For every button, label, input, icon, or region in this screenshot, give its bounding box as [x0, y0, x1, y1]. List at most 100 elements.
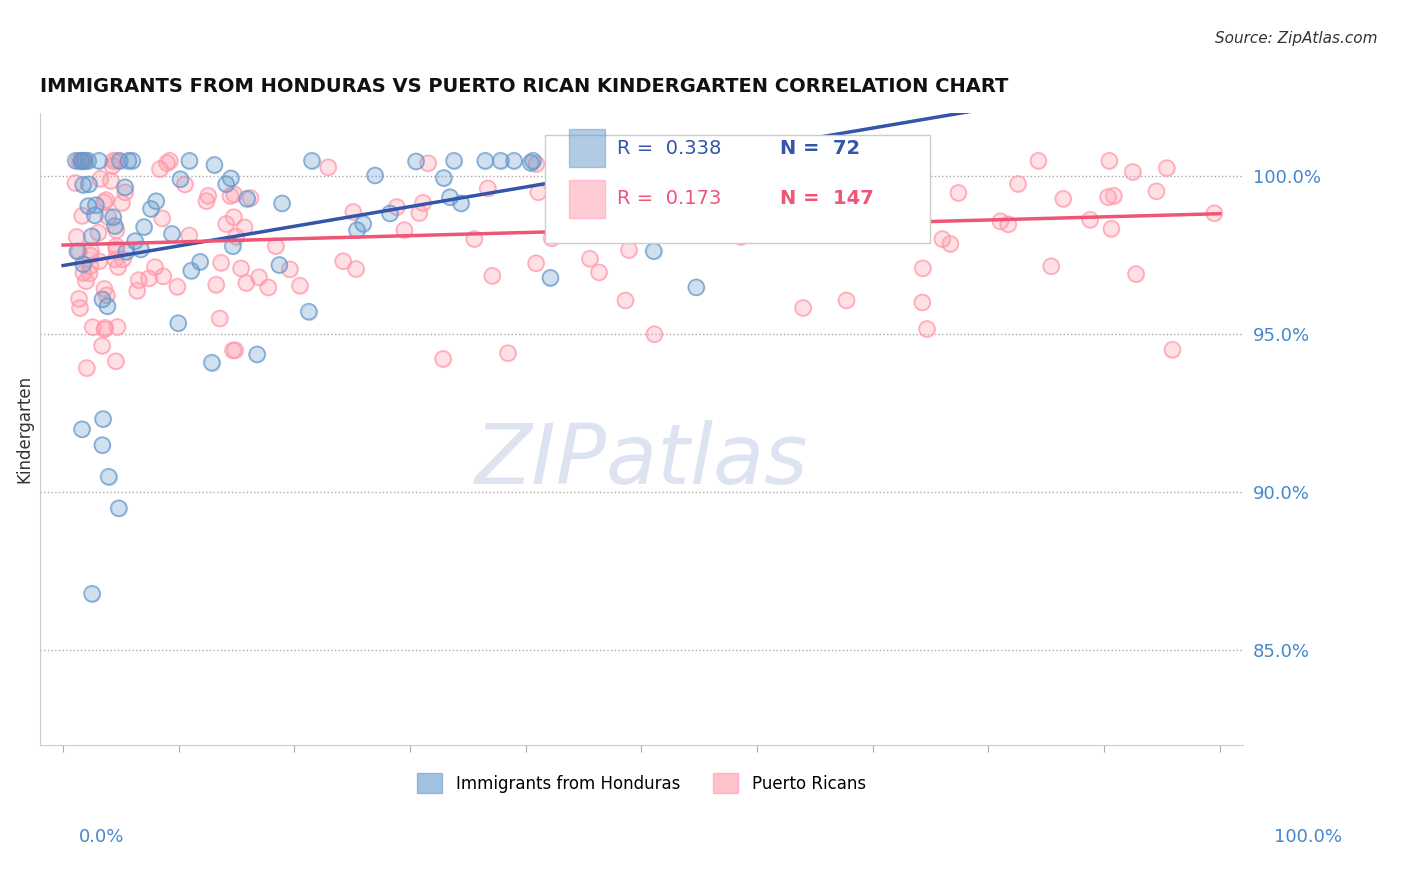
Point — [121, 153, 143, 168]
Point — [288, 278, 311, 293]
Point — [205, 277, 228, 292]
Point — [72, 266, 94, 280]
Point — [648, 175, 671, 189]
Point — [197, 188, 219, 202]
Text: IMMIGRANTS FROM HONDURAS VS PUERTO RICAN KINDERGARTEN CORRELATION CHART: IMMIGRANTS FROM HONDURAS VS PUERTO RICAN… — [39, 78, 1008, 96]
Point — [124, 234, 146, 248]
Point — [96, 299, 118, 313]
Point — [93, 322, 115, 336]
Point — [111, 195, 134, 210]
Point — [138, 271, 160, 285]
Point — [233, 220, 256, 235]
Point — [606, 227, 628, 241]
Point — [69, 301, 91, 315]
Point — [114, 180, 136, 194]
Point — [614, 293, 637, 308]
Point — [111, 195, 134, 210]
Point — [79, 248, 101, 262]
Point — [89, 171, 111, 186]
Point — [100, 174, 122, 188]
Point — [114, 186, 136, 200]
Point — [91, 293, 114, 307]
Point — [76, 361, 98, 376]
Point — [761, 153, 783, 168]
Point — [524, 157, 547, 171]
Point — [73, 153, 96, 168]
Point — [648, 175, 671, 189]
Point — [316, 160, 339, 174]
Point — [179, 153, 201, 168]
Point — [219, 188, 242, 202]
Point — [246, 347, 269, 361]
Point — [209, 255, 232, 269]
Point — [579, 181, 602, 195]
Point — [156, 156, 179, 170]
Point — [1161, 343, 1184, 357]
Point — [405, 154, 427, 169]
Point — [239, 191, 262, 205]
Point — [831, 223, 853, 237]
Point — [619, 153, 641, 168]
Point — [907, 186, 929, 201]
Point — [761, 153, 783, 168]
Point — [79, 259, 101, 273]
Point — [101, 159, 124, 173]
Point — [111, 252, 134, 267]
Point — [139, 202, 162, 216]
Point — [257, 280, 280, 294]
Point — [79, 248, 101, 262]
Point — [169, 172, 191, 186]
Point — [83, 208, 105, 222]
Point — [91, 412, 114, 426]
Point — [132, 219, 155, 234]
Point — [69, 301, 91, 315]
Point — [72, 153, 94, 168]
Point — [208, 311, 231, 326]
Point — [108, 153, 131, 168]
Point — [939, 236, 962, 251]
Point — [72, 257, 94, 271]
Point — [115, 244, 138, 259]
Point — [239, 191, 262, 205]
Point — [474, 153, 496, 168]
Point — [278, 262, 301, 277]
Point — [72, 178, 94, 192]
Point — [990, 214, 1012, 228]
Point — [288, 278, 311, 293]
Point — [79, 267, 101, 281]
Point — [195, 194, 218, 208]
Point — [152, 269, 174, 284]
Point — [66, 244, 89, 259]
Point — [617, 243, 640, 257]
Point — [643, 244, 665, 258]
Point — [138, 271, 160, 285]
Point — [547, 193, 569, 207]
Point — [792, 301, 814, 315]
Point — [412, 195, 434, 210]
Point — [748, 153, 770, 168]
Point — [167, 316, 190, 330]
Point — [439, 190, 461, 204]
Point — [503, 153, 526, 168]
Point — [733, 215, 755, 229]
Point — [412, 195, 434, 210]
Point — [1098, 153, 1121, 168]
Point — [450, 196, 472, 211]
Point — [167, 316, 190, 330]
Point — [662, 153, 685, 168]
Point — [1146, 184, 1168, 198]
Point — [911, 295, 934, 310]
Point — [450, 196, 472, 211]
Point — [433, 170, 456, 185]
Point — [145, 194, 167, 209]
Point — [636, 153, 658, 168]
Point — [104, 219, 127, 233]
Point — [610, 157, 633, 171]
Point — [1122, 165, 1144, 179]
Point — [145, 194, 167, 209]
Point — [614, 293, 637, 308]
Point — [931, 232, 953, 246]
Point — [224, 343, 246, 358]
Point — [1102, 188, 1125, 202]
Point — [188, 254, 211, 268]
